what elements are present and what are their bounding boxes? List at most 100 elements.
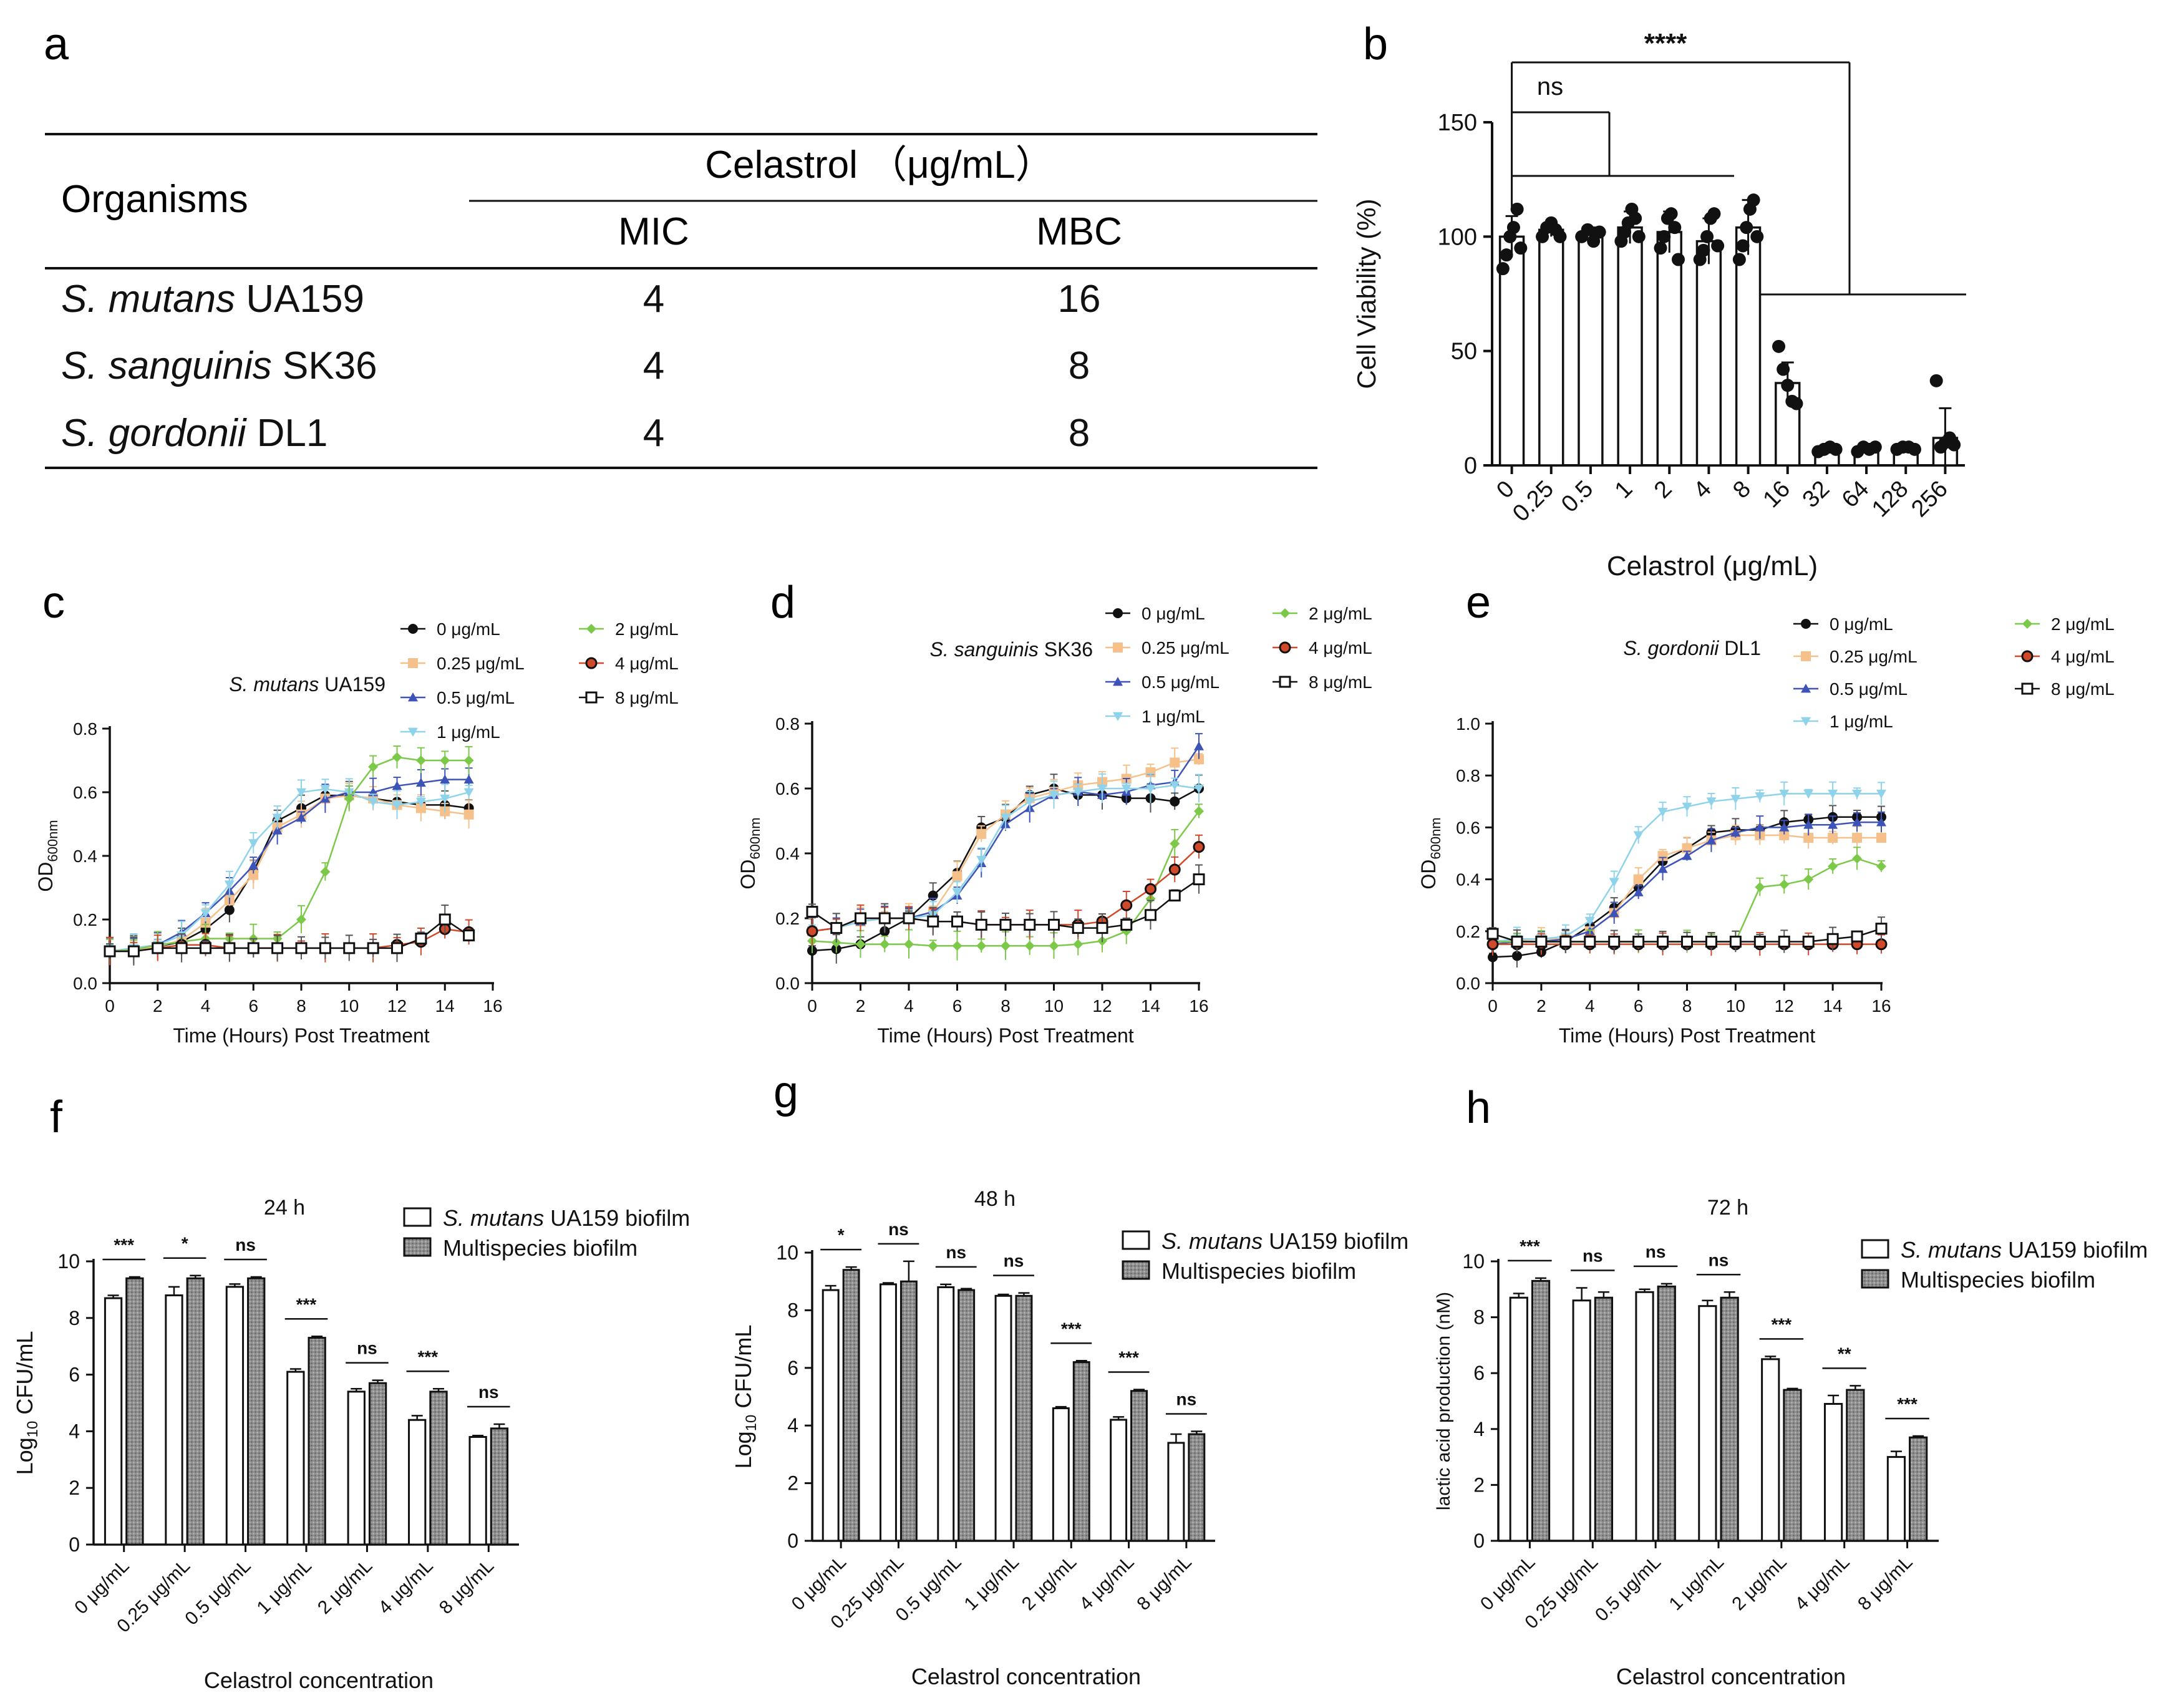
title-strain: UA159: [319, 673, 385, 696]
data-point: [999, 918, 1012, 931]
data-point: [343, 942, 356, 954]
legend-label: Multispecies biofilm: [443, 1235, 638, 1261]
y-tick-label: 0: [1464, 453, 1477, 479]
data-point: [1632, 935, 1645, 948]
data-point: [1113, 643, 1123, 653]
y-tick-label: 0.6: [775, 779, 800, 798]
legend-swatch: [1122, 1230, 1150, 1250]
legend-label: 0.25 μg/mL: [1830, 647, 1917, 666]
legend-label: 4 μg/mL: [2051, 647, 2115, 666]
significance-label: ***: [1118, 1347, 1139, 1367]
significance-label: ns: [946, 1243, 966, 1262]
x-tick-label: 16: [483, 996, 502, 1016]
bar: [1594, 1296, 1614, 1542]
series-line: [1493, 858, 1882, 943]
data-point: [1876, 789, 1886, 799]
panel-label-g: g: [773, 1067, 798, 1117]
data-point: [200, 942, 211, 954]
y-tick-label: 100: [1438, 224, 1477, 250]
bar: [1578, 233, 1604, 467]
data-point: [247, 942, 259, 954]
data-point: [1705, 935, 1717, 948]
organism-strain: UA159: [235, 278, 364, 321]
x-tick-label: 8: [1682, 996, 1692, 1016]
y-tick-label: 0: [1473, 1530, 1485, 1552]
x-tick-label: 64: [1837, 476, 1874, 513]
significance-label: ***: [296, 1294, 317, 1314]
data-point: [1947, 438, 1961, 452]
data-point: [1608, 935, 1621, 948]
y-label-unit: CFU/mL: [730, 1325, 756, 1415]
chart-title: S. mutans UA159: [229, 673, 385, 696]
data-point: [272, 825, 283, 835]
legend-label: 0.5 μg/mL: [1830, 679, 1908, 699]
data-point: [585, 657, 598, 669]
data-point: [248, 870, 259, 880]
data-point: [1279, 641, 1291, 654]
significance-label: **: [1838, 1344, 1851, 1363]
data-point: [1929, 374, 1943, 387]
data-point: [1194, 784, 1204, 793]
data-point: [1486, 938, 1499, 951]
data-point: [585, 691, 598, 704]
data-point: [1697, 243, 1710, 257]
series-line: [109, 788, 469, 953]
x-tick-label: 4: [201, 996, 211, 1016]
y-label-log: Log: [12, 1437, 37, 1475]
x-tick-label: 4 μg/mL: [374, 1556, 437, 1618]
data-point: [392, 801, 402, 810]
chart-c-smutans-growth: 0.0 0.2 0.4 0.6 0.8 0 2 4 6 8 10 12 14 16 Time (Hours)…: [34, 619, 679, 1047]
data-point: [1633, 874, 1644, 885]
data-point: [1657, 851, 1668, 861]
x-tick-label: 1 μg/mL: [253, 1556, 316, 1618]
legend-label: 1 μg/mL: [437, 722, 500, 742]
data-point: [1001, 813, 1011, 823]
data-point: [223, 942, 236, 954]
data-point: [1145, 883, 1156, 895]
y-tick-label: 8: [1473, 1306, 1485, 1329]
data-point: [1801, 619, 1811, 629]
y-tick-label: 8: [787, 1299, 798, 1321]
data-point: [1747, 193, 1760, 207]
bar: [937, 1286, 955, 1542]
bar: [1509, 1296, 1528, 1542]
data-point: [296, 812, 306, 822]
x-tick-label: 32: [1798, 476, 1835, 513]
x-tick-label: 4: [904, 996, 914, 1016]
data-point: [391, 942, 403, 954]
y-tick-label: 6: [1473, 1362, 1485, 1384]
bar: [247, 1277, 266, 1546]
data-point: [1633, 887, 1644, 896]
y-tick-label: 0.2: [775, 909, 800, 928]
y-label-subscript: 600nm: [45, 820, 61, 861]
legend-label: 0 μg/mL: [1142, 604, 1205, 623]
x-tick-label: 10: [1044, 996, 1064, 1016]
data-point: [1280, 608, 1290, 618]
y-label-subscript: 600nm: [747, 817, 763, 859]
data-point: [1024, 941, 1035, 951]
data-point: [1024, 797, 1035, 807]
data-point: [1657, 808, 1668, 817]
x-tick-label: 1 μg/mL: [961, 1552, 1023, 1614]
data-point: [1657, 230, 1671, 243]
data-point: [1559, 935, 1572, 948]
chart-title: S. gordonii DL1: [1623, 637, 1761, 659]
y-tick-label: 6: [69, 1364, 80, 1386]
bar: [165, 1294, 183, 1546]
data-point: [1755, 822, 1765, 832]
data-point: [1072, 922, 1084, 934]
bar: [286, 1371, 305, 1546]
table-mic-value: 4: [643, 278, 664, 321]
bar: [1072, 1361, 1090, 1542]
data-point: [1096, 922, 1108, 934]
bar: [225, 1286, 245, 1546]
x-tick-label: 10: [339, 996, 359, 1016]
bar: [1052, 1407, 1070, 1542]
data-point: [1750, 230, 1764, 243]
legend-label: S. mutans UA159 biofilm: [1161, 1228, 1408, 1254]
x-tick-label: 2: [856, 996, 866, 1016]
bar: [1188, 1433, 1206, 1542]
panel-label-a: a: [44, 19, 69, 69]
y-tick-label: 0.8: [775, 714, 800, 734]
